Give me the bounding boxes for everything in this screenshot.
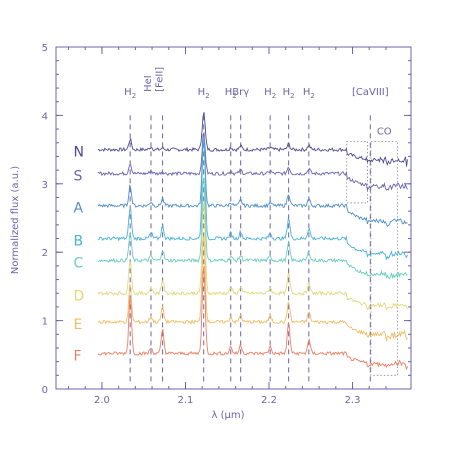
y-tick-label: 5 xyxy=(42,43,48,54)
region-box xyxy=(370,140,399,376)
y-tick-label: 4 xyxy=(42,111,48,122)
series-line-B xyxy=(97,136,408,261)
series-line-N xyxy=(97,112,408,167)
series-letters: NSA BC DEF xyxy=(74,145,85,365)
x-axis-label: λ (μm) xyxy=(211,410,244,421)
series-label-S: S xyxy=(74,169,83,185)
series-line-F xyxy=(97,265,408,371)
line-marker-label: Brγ xyxy=(232,87,249,98)
series-line-D xyxy=(97,202,408,311)
y-axis-label: Normalized flux (a.u.) xyxy=(10,166,21,274)
series-label-E: E xyxy=(74,317,83,333)
line-marker-label: H2 xyxy=(283,87,295,100)
x-tick-label: 2.1 xyxy=(178,395,194,406)
series-group xyxy=(97,112,408,371)
line-marker-label: HeI xyxy=(143,75,154,92)
line-marker-label: H2 xyxy=(198,87,210,100)
series-line-E xyxy=(97,235,408,342)
line-marker-label: [FeII] xyxy=(155,67,166,92)
series-label-C: C xyxy=(74,255,84,271)
x-tick-label: 2.2 xyxy=(261,395,277,406)
axis-ticks: 2.0 2.1 2.2 2.3 0 1 2 3 4 5 xyxy=(42,43,411,406)
line-marker-label: H2 xyxy=(303,87,315,100)
x-tick-label: 2.3 xyxy=(345,395,361,406)
series-line-A xyxy=(97,140,408,228)
y-tick-label: 3 xyxy=(42,180,48,191)
y-tick-label: 2 xyxy=(42,248,48,259)
y-tick-label: 0 xyxy=(42,385,48,396)
y-tick-label: 1 xyxy=(42,317,48,328)
plot-frame xyxy=(55,46,412,390)
series-label-N: N xyxy=(74,145,84,161)
series-label-F: F xyxy=(74,348,82,364)
line-marker-label: H2 xyxy=(264,87,276,100)
region-box-label: CO xyxy=(377,127,392,138)
x-tick-label: 2.0 xyxy=(94,395,110,406)
region-box xyxy=(346,140,368,204)
series-label-A: A xyxy=(74,201,84,217)
series-label-D: D xyxy=(74,288,85,304)
series-line-C xyxy=(97,177,408,280)
series-line-S xyxy=(97,131,408,192)
line-marker-label: H2 xyxy=(124,87,136,100)
series-label-B: B xyxy=(74,234,84,250)
line-marker-label: [CaVIII] xyxy=(352,87,389,98)
